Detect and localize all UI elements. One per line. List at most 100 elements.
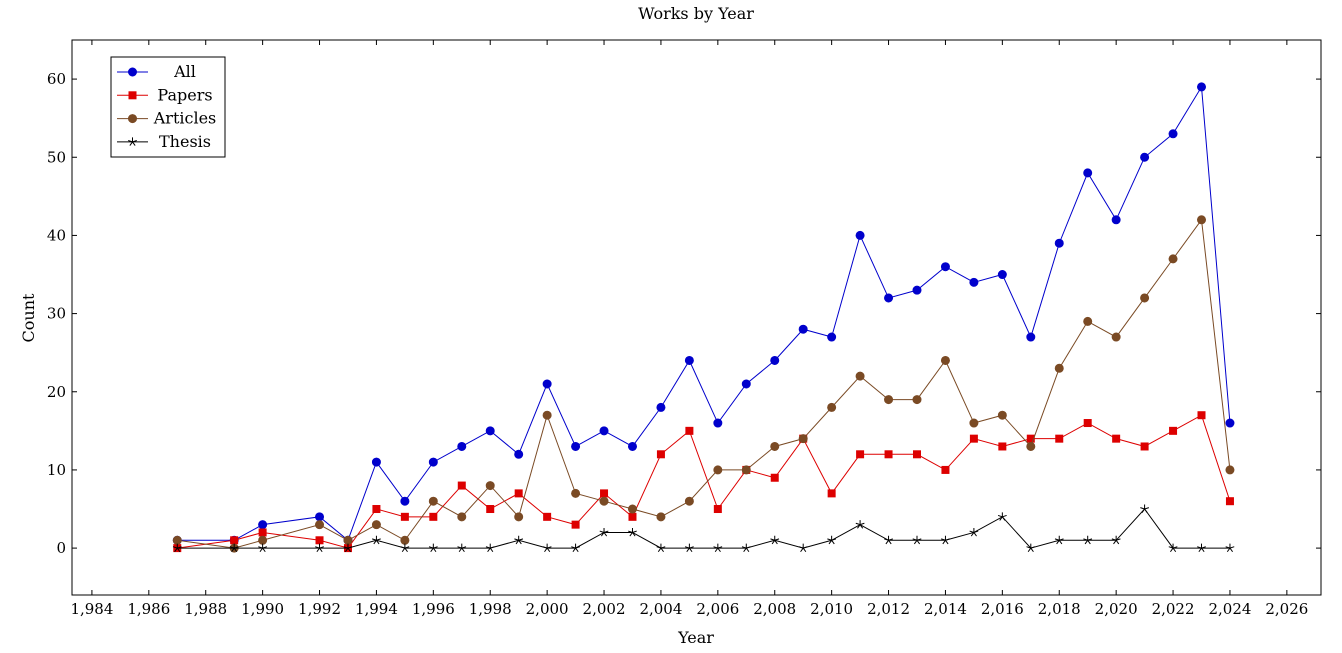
data-point-all	[940, 262, 950, 272]
data-point-papers	[1197, 411, 1206, 420]
data-point-thesis	[428, 543, 438, 553]
data-point-all	[258, 520, 268, 530]
data-point-thesis	[315, 543, 324, 553]
data-point-articles	[684, 496, 694, 506]
x-tick-label: 2,008	[753, 600, 796, 618]
data-point-papers	[571, 520, 580, 529]
data-point-thesis	[1026, 543, 1036, 553]
data-point-articles	[172, 535, 182, 545]
data-point-articles	[1225, 465, 1235, 475]
legend-label-articles: Articles	[153, 109, 217, 128]
legend-marker-papers	[128, 91, 137, 100]
data-point-articles	[542, 410, 552, 420]
data-point-articles	[741, 465, 751, 475]
data-point-all	[571, 441, 581, 451]
data-point-all	[770, 355, 780, 365]
data-point-articles	[599, 496, 609, 506]
data-point-all	[1026, 332, 1036, 342]
data-point-papers	[884, 450, 893, 459]
x-tick-label: 2,016	[981, 600, 1024, 618]
data-point-all	[855, 230, 865, 240]
x-tick-label: 2,024	[1208, 600, 1251, 618]
x-tick-label: 2,014	[924, 600, 967, 618]
data-point-thesis	[343, 543, 353, 553]
data-point-articles	[997, 410, 1007, 420]
x-tick-label: 2,026	[1265, 600, 1308, 618]
data-point-thesis	[656, 543, 666, 553]
data-point-thesis	[855, 520, 865, 529]
data-point-all	[656, 402, 666, 412]
x-tick-label: 1,990	[241, 600, 284, 618]
legend-label-all: All	[173, 62, 196, 81]
legend-marker-articles	[128, 114, 138, 124]
x-tick-label: 2,012	[867, 600, 910, 618]
data-point-thesis	[912, 535, 922, 545]
data-point-thesis	[969, 527, 979, 537]
series-all	[172, 82, 1235, 545]
data-point-papers	[713, 505, 722, 514]
data-point-thesis	[827, 535, 837, 545]
data-point-articles	[969, 418, 979, 428]
data-point-articles	[912, 395, 922, 405]
y-tick-label: 10	[47, 461, 66, 479]
data-point-all	[599, 426, 609, 436]
data-point-all	[969, 277, 979, 287]
data-point-articles	[485, 481, 495, 491]
y-tick-label: 50	[47, 148, 66, 166]
data-point-papers	[941, 465, 950, 474]
data-point-papers	[770, 473, 779, 482]
y-axis-label: Count	[19, 293, 38, 342]
x-axis: 1,984 1,986 1,988 1,990 1,992 1,994 1,996 1,998…	[70, 40, 1308, 618]
data-point-articles	[571, 488, 581, 498]
data-point-articles	[514, 512, 524, 522]
data-point-all	[684, 355, 694, 365]
data-point-thesis	[628, 527, 637, 537]
data-point-all	[884, 293, 894, 303]
data-point-thesis	[997, 512, 1007, 521]
data-point-thesis	[258, 543, 268, 553]
data-point-papers	[372, 505, 381, 514]
x-tick-label: 1,998	[469, 600, 512, 618]
data-point-all	[912, 285, 922, 295]
y-tick-label: 40	[47, 226, 66, 244]
x-tick-label: 1,994	[355, 600, 398, 618]
x-tick-label: 1,996	[412, 600, 455, 618]
data-point-papers	[912, 450, 921, 459]
data-point-articles	[827, 402, 837, 412]
data-point-thesis	[1168, 543, 1178, 553]
data-point-all	[1225, 418, 1235, 428]
data-point-thesis	[1054, 535, 1064, 545]
data-point-articles	[713, 465, 723, 475]
data-point-all	[514, 449, 524, 459]
data-point-thesis	[1197, 543, 1206, 553]
data-point-papers	[685, 426, 694, 435]
series-articles	[172, 215, 1235, 553]
data-point-articles	[1140, 293, 1150, 303]
data-point-papers	[600, 489, 609, 498]
series-line-articles	[177, 218, 1231, 549]
data-point-papers	[486, 505, 495, 514]
data-point-all	[315, 512, 325, 522]
data-point-articles	[855, 371, 865, 381]
data-point-thesis	[684, 543, 694, 553]
data-point-thesis	[599, 527, 609, 537]
data-point-thesis	[1140, 504, 1150, 513]
x-tick-label: 2,002	[583, 600, 626, 618]
data-point-all	[1111, 215, 1121, 225]
data-point-thesis	[229, 543, 239, 553]
plot-frame	[71, 39, 1322, 596]
data-point-all	[1140, 152, 1150, 162]
series-layer	[172, 82, 1235, 553]
data-point-thesis	[798, 543, 808, 553]
x-tick-label: 1,984	[70, 600, 113, 618]
data-point-thesis	[1083, 535, 1093, 545]
series-line-thesis	[177, 508, 1230, 549]
data-point-thesis	[713, 543, 723, 553]
data-point-all	[741, 379, 751, 389]
data-point-papers	[1225, 497, 1234, 506]
data-point-articles	[1197, 215, 1207, 225]
data-point-articles	[400, 535, 410, 545]
data-point-thesis	[371, 535, 381, 545]
x-tick-label: 2,000	[526, 600, 569, 618]
